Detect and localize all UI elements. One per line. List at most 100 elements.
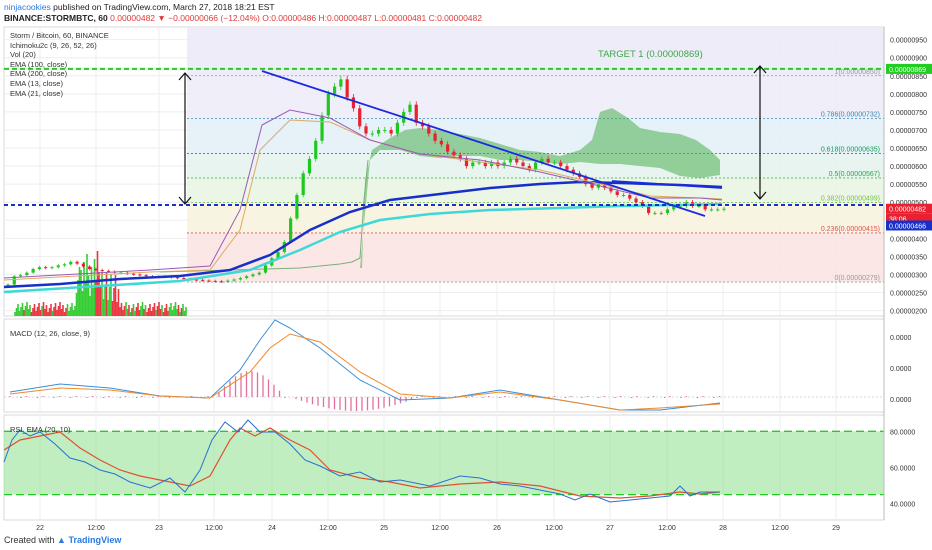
candle-body [659, 213, 663, 215]
time-axis-label: 23 [155, 525, 163, 532]
candle-body [559, 162, 563, 167]
volume-bar [123, 306, 126, 316]
candle-body [62, 264, 67, 266]
volume-bar [33, 304, 36, 316]
price-axis-label: 0.00000650 [890, 146, 927, 153]
volume-bar [54, 303, 57, 316]
volume-bar [78, 267, 81, 316]
volume-bar [183, 311, 186, 316]
candle-body [37, 267, 42, 270]
candle-body [678, 205, 682, 207]
footer-brand[interactable]: TradingView [68, 535, 122, 545]
countdown-tag [886, 213, 932, 224]
volume-bar [50, 304, 52, 316]
time-axis-label: 26 [493, 525, 501, 532]
candle-body [69, 261, 73, 265]
volume-bar [119, 307, 121, 316]
footer: Created with ▲ TradingView [4, 535, 121, 545]
volume-bar [83, 262, 85, 316]
volume-bar [60, 309, 63, 316]
price-axis-label: 0.00000300 [890, 272, 927, 279]
volume-bar [162, 312, 165, 316]
volume-bar [71, 303, 73, 316]
volume-bar [38, 303, 40, 316]
candle-body [132, 273, 136, 275]
volume-bar [57, 306, 60, 316]
candle-body [351, 97, 356, 109]
volume-bar [161, 305, 163, 316]
candle-body [345, 79, 349, 98]
price-axis-label: 0.00000550 [890, 182, 927, 189]
volume-bar [126, 309, 129, 316]
candle-body [634, 198, 638, 203]
volume-bar [74, 306, 76, 316]
volume-bar [174, 302, 177, 316]
candle-body [88, 266, 92, 270]
volume-bar [98, 272, 100, 316]
candle-body [194, 279, 199, 281]
legend-item: EMA (100, close) [10, 59, 68, 69]
legend-item: EMA (200, close) [10, 69, 68, 79]
macd-axis-label: 0.0000 [890, 366, 912, 373]
fib-level-label: 0.236(0.00000415) [821, 226, 880, 233]
candle-body [464, 158, 469, 167]
pane-frame [3, 318, 885, 413]
time-axis-label: 29 [832, 525, 840, 532]
fib-level-label: 0.618(0.00000635) [821, 146, 880, 153]
candle-body [477, 162, 481, 164]
volume-bar [81, 291, 84, 316]
price-axis-label: 0.00000750 [890, 110, 927, 117]
candle-body [609, 187, 613, 192]
volume-bar [66, 304, 69, 316]
volume-bar [173, 306, 175, 316]
volume-bar [144, 305, 147, 316]
candle-body [263, 265, 268, 273]
volume-bar [147, 308, 150, 316]
ohlc-readout: 0.00000482 ▼ −0.00000066 (−12.04%) O:0.0… [110, 13, 482, 23]
price-axis-label: 0.00000700 [890, 128, 927, 135]
candle-body [490, 162, 494, 167]
legend-item: EMA (21, close) [10, 88, 63, 98]
volume-bar [167, 311, 169, 316]
fib-zone [187, 75, 884, 119]
candle-body [653, 213, 657, 215]
candle-body [138, 274, 142, 276]
volume-bar [96, 251, 99, 316]
volume-bar [87, 275, 90, 316]
candle-body [427, 126, 431, 134]
fib-zone [187, 118, 884, 154]
candle-body [471, 162, 475, 167]
legend-item: Storm / Bitcoin, 60, BINANCE [10, 31, 109, 40]
volume-bar [35, 311, 37, 316]
volume-bar [180, 308, 183, 316]
volume-bar [30, 312, 33, 316]
volume-bar [168, 307, 171, 316]
candle-body [295, 194, 299, 219]
author-name[interactable]: ninjacookies [4, 2, 51, 12]
volume-bar [99, 285, 102, 316]
candle-body [144, 275, 148, 277]
candle-body [546, 158, 550, 163]
volume-bar [179, 312, 181, 316]
trendline-short [611, 180, 723, 189]
macd-signal-line [9, 333, 721, 411]
volume-bar [41, 306, 43, 316]
rsi-ema-line [3, 427, 721, 499]
candle-body [50, 267, 54, 269]
price-axis-label: 0.00000400 [890, 236, 927, 243]
legend-item: Vol (20) [10, 50, 36, 60]
volume-bar [89, 296, 91, 316]
volume-bar [117, 289, 120, 316]
candle-body [18, 275, 23, 277]
candle-body [289, 218, 293, 242]
time-axis-label: 25 [380, 525, 388, 532]
candle-body [226, 280, 230, 282]
candle-body [106, 270, 111, 272]
candle-body [452, 151, 456, 156]
price-axis-label: 0.00000350 [890, 254, 927, 261]
candle-body [420, 122, 425, 127]
volume-bar [32, 308, 34, 316]
candle-body [527, 166, 531, 170]
time-axis-label: 12:00 [658, 525, 676, 532]
